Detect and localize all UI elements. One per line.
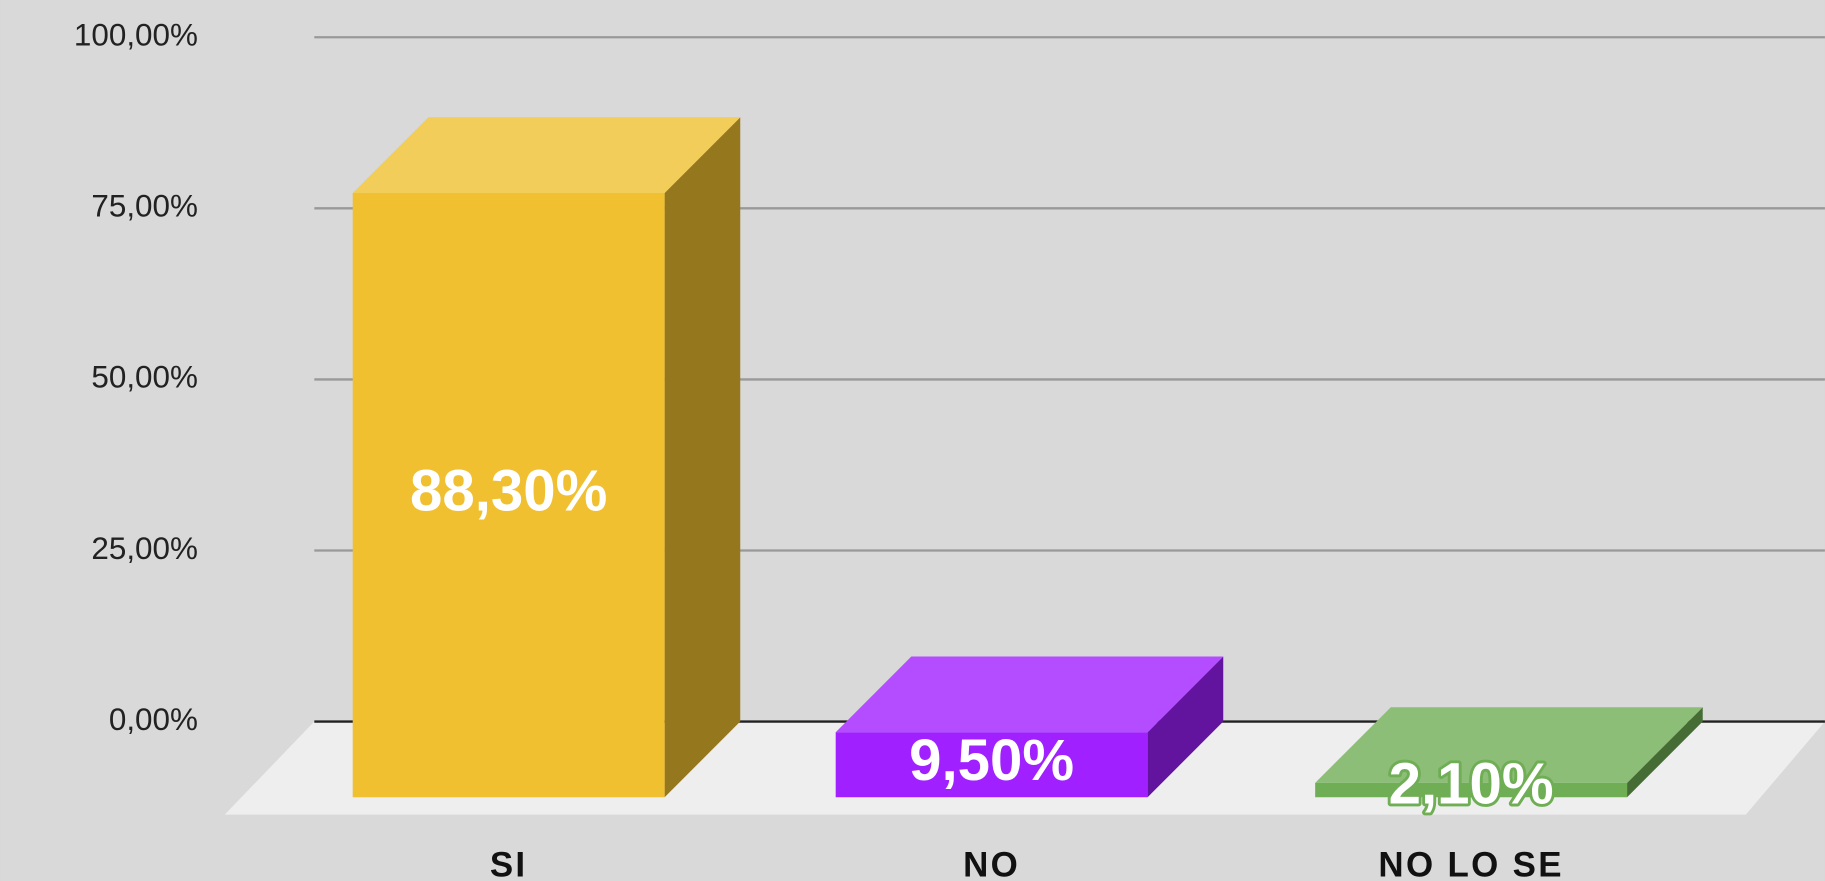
- value-label: 88,30%: [410, 458, 607, 523]
- bar: [835, 656, 1224, 798]
- y-tick-label: 25,00%: [91, 531, 198, 566]
- bar-front: [835, 732, 1148, 798]
- bar-side: [1147, 656, 1224, 798]
- bar-top: [352, 117, 741, 193]
- y-tick-label: 75,00%: [91, 189, 198, 224]
- value-label: 2,10%: [1389, 751, 1554, 816]
- bar: [1315, 707, 1703, 798]
- bar-side: [1627, 707, 1703, 798]
- bar-top: [835, 656, 1224, 733]
- bar-top: [1315, 707, 1703, 783]
- y-tick-label: 0,00%: [109, 702, 198, 737]
- bar-front: [1315, 782, 1628, 798]
- y-tick-label: 50,00%: [91, 360, 198, 395]
- bar-side: [664, 117, 741, 798]
- y-tick-label: 100,00%: [74, 18, 198, 53]
- value-label: 9,50%: [909, 728, 1074, 793]
- x-tick-label: NO LO SE: [1378, 845, 1563, 881]
- x-tick-label: SI: [490, 845, 528, 881]
- x-tick-label: NO: [963, 845, 1020, 881]
- bar-front: [352, 192, 665, 798]
- bar: [352, 117, 741, 798]
